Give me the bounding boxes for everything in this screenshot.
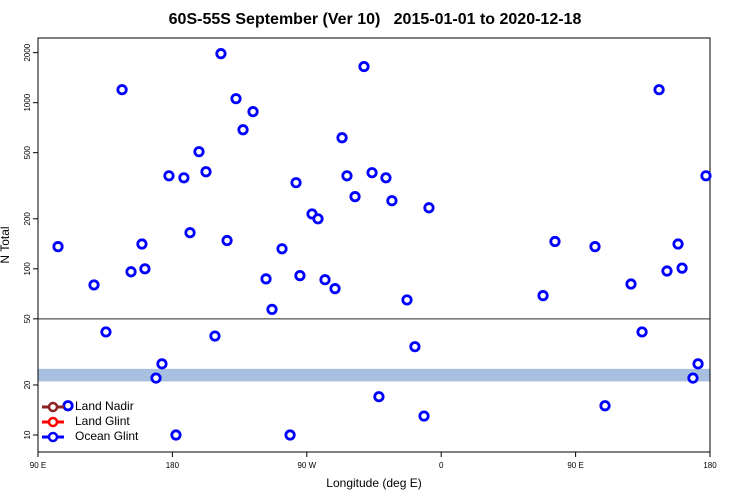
chart-title: 60S-55S September (Ver 10) 2015-01-01 to… <box>169 11 582 28</box>
point <box>284 429 296 441</box>
point <box>139 263 151 275</box>
point <box>692 358 704 370</box>
point <box>319 274 331 286</box>
point <box>537 290 549 302</box>
legend-marker <box>47 416 59 428</box>
point <box>193 146 205 158</box>
legend-label: Land Glint <box>75 414 130 428</box>
point <box>329 283 341 295</box>
point <box>184 227 196 239</box>
point <box>380 172 392 184</box>
y-tick-label: 1000 <box>23 93 32 111</box>
y-tick-label: 200 <box>23 212 32 226</box>
point <box>336 132 348 144</box>
point <box>266 303 278 315</box>
y-tick-label: 500 <box>23 145 32 159</box>
point <box>237 124 249 136</box>
point <box>116 84 128 96</box>
point <box>676 262 688 274</box>
x-tick-label: 0 <box>439 461 444 470</box>
x-tick-label: 180 <box>166 461 180 470</box>
point <box>52 241 64 253</box>
x-tick-label: 90 E <box>567 461 583 470</box>
point <box>100 326 112 338</box>
point <box>156 358 168 370</box>
point <box>409 341 421 353</box>
point <box>687 372 699 384</box>
legend-label: Ocean Glint <box>75 429 139 443</box>
y-axis-label: N Total <box>0 226 12 263</box>
point <box>163 170 175 182</box>
point <box>341 170 353 182</box>
y-tick-label: 100 <box>23 262 32 276</box>
point <box>125 266 137 278</box>
point <box>661 265 673 277</box>
point <box>247 106 259 118</box>
point <box>358 60 370 73</box>
point <box>672 238 684 250</box>
y-tick-label: 10 <box>23 430 32 439</box>
point <box>170 429 182 441</box>
point <box>62 400 74 412</box>
point <box>589 241 601 253</box>
point <box>136 238 148 250</box>
point <box>401 294 413 306</box>
point <box>88 279 100 291</box>
legend-marker <box>47 431 59 443</box>
point <box>260 273 272 285</box>
point <box>549 235 561 248</box>
point <box>290 177 302 189</box>
point <box>423 202 435 214</box>
point <box>599 400 611 412</box>
x-axis-label: Longitude (deg E) <box>326 476 421 490</box>
point <box>653 84 665 96</box>
point <box>215 48 227 60</box>
point <box>150 372 162 384</box>
point <box>349 191 361 203</box>
point <box>221 234 233 247</box>
point <box>178 172 190 184</box>
plot-frame <box>37 37 711 453</box>
point <box>200 166 212 178</box>
point <box>386 195 398 207</box>
legend-marker <box>47 401 59 413</box>
point <box>209 330 221 342</box>
band <box>38 368 710 382</box>
point <box>276 243 288 255</box>
point <box>294 270 306 282</box>
point <box>230 93 242 105</box>
y-tick-label: 2000 <box>23 43 32 61</box>
x-tick-label: 90 W <box>297 461 316 470</box>
y-tick-label: 20 <box>23 380 32 389</box>
x-tick-label: 180 <box>703 461 717 470</box>
point <box>373 391 385 403</box>
point <box>636 326 648 338</box>
y-tick-label: 50 <box>23 314 32 323</box>
point <box>366 167 378 179</box>
legend-label: Land Nadir <box>75 399 134 413</box>
point <box>700 170 712 182</box>
x-tick-label: 90 E <box>30 461 46 470</box>
point <box>312 213 324 225</box>
point <box>418 410 430 422</box>
point <box>625 278 637 290</box>
